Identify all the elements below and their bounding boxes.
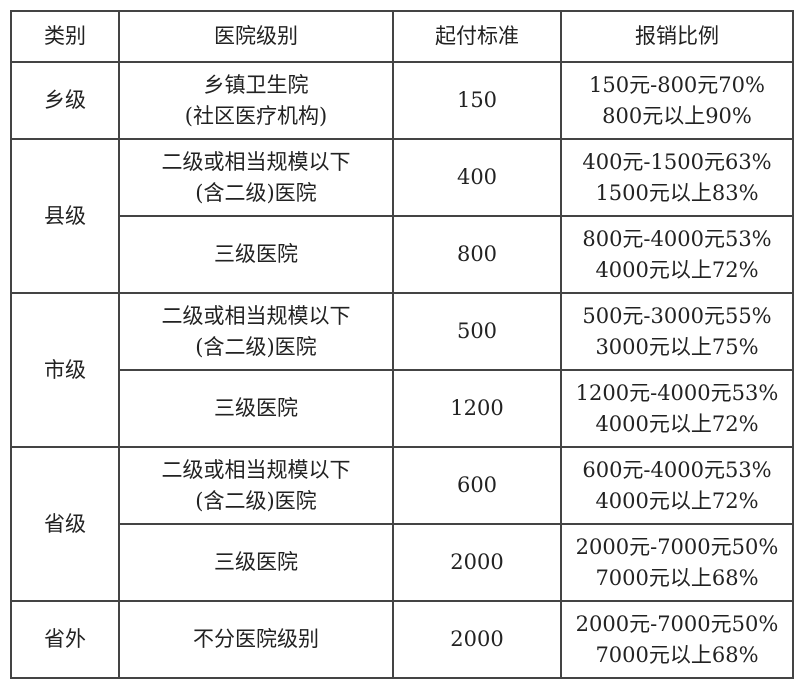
deductible-cell: 1200 xyxy=(392,369,562,448)
ratio-cell: 2000元-7000元50% 7000元以上68% xyxy=(560,523,794,602)
ratio-cell-line: 1200元-4000元53% xyxy=(575,380,779,405)
ratio-cell-line: 1500元以上83% xyxy=(595,180,759,205)
deductible-cell: 800 xyxy=(392,215,562,294)
hospital-level-cell-line: 不分医院级别 xyxy=(193,627,319,651)
hospital-level-cell-line: (含二级)医院 xyxy=(195,334,317,359)
ratio-cell-line: 2000元-7000元50% xyxy=(575,534,779,559)
category-cell: 县级 xyxy=(10,138,120,294)
deductible-cell: 500 xyxy=(392,292,562,371)
table-row: 三级医院 2000 2000元-7000元50% 7000元以上68% xyxy=(11,523,794,602)
hospital-level-cell: 二级或相当规模以下 (含二级)医院 xyxy=(118,138,394,217)
hospital-level-cell: 二级或相当规模以下 (含二级)医院 xyxy=(118,292,394,371)
ratio-cell: 2000元-7000元50% 7000元以上68% xyxy=(560,600,794,679)
ratio-cell-line: 4000元以上72% xyxy=(595,488,759,513)
ratio-cell-line: 400元-1500元63% xyxy=(582,149,772,174)
hospital-level-cell-line: 二级或相当规模以下 xyxy=(161,457,351,482)
hospital-level-cell: 三级医院 xyxy=(118,215,394,294)
table-row: 乡级 乡镇卫生院 (社区医疗机构) 150 150元-800元70% 800元以上90% xyxy=(10,61,794,140)
ratio-cell: 150元-800元70% 800元以上90% xyxy=(560,61,794,140)
ratio-cell: 400元-1500元63% 1500元以上83% xyxy=(560,138,794,217)
header-deductible: 起付标准 xyxy=(392,10,562,63)
ratio-cell-line: 3000元以上75% xyxy=(595,334,759,359)
header-ratio: 报销比例 xyxy=(560,10,794,63)
ratio-cell-line: 4000元以上72% xyxy=(595,411,759,436)
table-row: 省级 二级或相当规模以下 (含二级)医院 600 600元-4000元53% 4000元以… xyxy=(10,446,794,602)
ratio-cell: 1200元-4000元53% 4000元以上72% xyxy=(560,369,794,448)
ratio-cell-line: 7000元以上68% xyxy=(595,642,759,667)
table-row: 市级 二级或相当规模以下 (含二级)医院 500 500元-3000元55% 3000元以… xyxy=(10,292,794,448)
table-row: 省外 不分医院级别 2000 2000元-7000元50% 7000元以上68% xyxy=(10,600,794,679)
deductible-cell: 150 xyxy=(392,61,562,140)
ratio-cell-line: 150元-800元70% xyxy=(589,72,765,97)
table-row: 三级医院 800 800元-4000元53% 4000元以上72% xyxy=(11,215,794,294)
deductible-cell: 2000 xyxy=(392,523,562,602)
hospital-level-cell-line: (含二级)医院 xyxy=(195,488,317,513)
ratio-cell: 600元-4000元53% 4000元以上72% xyxy=(560,446,794,525)
hospital-level-cell-line: (含二级)医院 xyxy=(195,180,317,205)
ratio-cell-line: 800元以上90% xyxy=(602,103,752,128)
deductible-cell: 2000 xyxy=(392,600,562,679)
hospital-level-cell-line: 三级医院 xyxy=(214,242,298,266)
hospital-level-cell: 三级医院 xyxy=(118,369,394,448)
header-row: 类别 医院级别 起付标准 报销比例 xyxy=(10,10,794,63)
ratio-cell: 800元-4000元53% 4000元以上72% xyxy=(560,215,794,294)
reimbursement-table: 类别 医院级别 起付标准 报销比例 乡级 乡镇卫生院 (社区医疗机构) 150 150元… xyxy=(10,10,794,679)
table-row: 三级医院 1200 1200元-4000元53% 4000元以上72% xyxy=(11,369,794,448)
table-row: 县级 二级或相当规模以下 (含二级)医院 400 400元-1500元63% 1500元以… xyxy=(10,138,794,294)
ratio-cell-line: 500元-3000元55% xyxy=(582,303,772,328)
ratio-cell-line: 800元-4000元53% xyxy=(582,226,772,251)
category-cell: 市级 xyxy=(10,292,120,448)
hospital-level-cell-line: 三级医院 xyxy=(214,550,298,574)
category-cell: 乡级 xyxy=(10,61,120,140)
ratio-cell-line: 7000元以上68% xyxy=(595,565,759,590)
ratio-cell-line: 2000元-7000元50% xyxy=(575,611,779,636)
ratio-cell-line: 4000元以上72% xyxy=(595,257,759,282)
ratio-cell: 500元-3000元55% 3000元以上75% xyxy=(560,292,794,371)
category-cell: 省级 xyxy=(10,446,120,602)
header-hospital-level: 医院级别 xyxy=(118,10,394,63)
hospital-level-cell-line: 三级医院 xyxy=(214,396,298,420)
ratio-cell-line: 600元-4000元53% xyxy=(582,457,772,482)
hospital-level-cell: 不分医院级别 xyxy=(118,600,394,679)
header-category: 类别 xyxy=(10,10,120,63)
category-cell: 省外 xyxy=(10,600,120,679)
hospital-level-cell-line: 二级或相当规模以下 xyxy=(161,303,351,328)
hospital-level-cell-line: (社区医疗机构) xyxy=(184,103,328,128)
hospital-level-cell-line: 二级或相当规模以下 xyxy=(161,149,351,174)
hospital-level-cell: 乡镇卫生院 (社区医疗机构) xyxy=(118,61,394,140)
hospital-level-cell: 二级或相当规模以下 (含二级)医院 xyxy=(118,446,394,525)
hospital-level-cell: 三级医院 xyxy=(118,523,394,602)
hospital-level-cell-line: 乡镇卫生院 xyxy=(203,72,309,97)
deductible-cell: 600 xyxy=(392,446,562,525)
deductible-cell: 400 xyxy=(392,138,562,217)
